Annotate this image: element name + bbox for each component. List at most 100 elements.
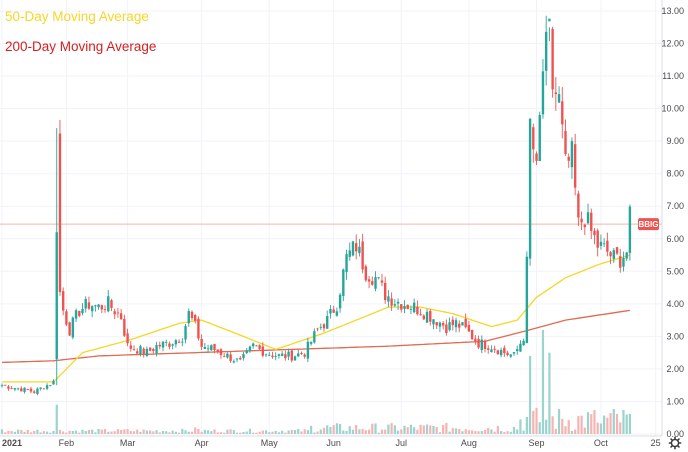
volume-bar <box>319 429 322 434</box>
candle-body <box>45 385 49 389</box>
volume-bar <box>74 430 78 434</box>
candle-body <box>377 277 380 279</box>
candle-body <box>477 338 480 348</box>
time-tick-label: Aug <box>461 438 477 448</box>
volume-bar <box>364 430 367 434</box>
volume-bar <box>110 431 113 434</box>
candle-body <box>55 232 58 360</box>
candle-body <box>261 346 265 356</box>
candle-body <box>419 314 422 316</box>
gear-tooth <box>670 444 674 448</box>
volume-bar <box>451 428 454 434</box>
price-tick-label: 1.00 <box>666 396 684 406</box>
volume-bar <box>17 429 20 434</box>
volume-bar <box>190 431 194 434</box>
candle-body <box>303 354 306 357</box>
volume-bar <box>171 430 174 434</box>
volume-bar <box>139 432 142 434</box>
volume-bar <box>84 431 87 434</box>
candle-body <box>222 356 226 357</box>
candle-body <box>364 266 368 281</box>
candle-body <box>100 305 104 310</box>
volume-bar <box>622 409 625 434</box>
candle-body <box>177 341 181 343</box>
candle-body <box>390 298 393 306</box>
volume-bar <box>216 432 219 434</box>
volume-bar <box>316 431 319 434</box>
candle-body <box>499 350 503 356</box>
volume-bar <box>97 428 100 434</box>
candle-body <box>129 345 132 349</box>
candle-body <box>300 352 303 355</box>
candle-body <box>409 309 413 310</box>
ma50-path <box>2 254 631 383</box>
volume-bar <box>406 427 409 434</box>
candle-body <box>251 343 255 347</box>
candle-body <box>123 318 126 336</box>
volume-bar <box>367 429 371 434</box>
volume-bar <box>187 431 190 434</box>
candle-body <box>548 18 551 22</box>
volume-bar <box>36 429 39 434</box>
volume-bar <box>239 432 242 434</box>
volume-bar <box>194 427 197 434</box>
candle-body <box>590 212 593 231</box>
price-tick-label: 11.00 <box>662 71 684 81</box>
candle-body <box>329 309 332 314</box>
volume-bar <box>129 431 132 434</box>
volume-bar <box>71 430 74 434</box>
candle-body <box>554 92 558 95</box>
candle-body <box>161 341 165 348</box>
candle-body <box>348 250 351 257</box>
candle-body <box>155 345 158 354</box>
time-tick-label: 2021 <box>2 438 22 448</box>
candle-body <box>97 304 100 308</box>
candle-body <box>7 386 10 389</box>
candle-body <box>316 328 319 330</box>
volume-bar <box>586 412 590 434</box>
volume-bar <box>393 425 396 434</box>
settings-gear-icon[interactable] <box>668 436 682 450</box>
candle-body <box>564 130 567 154</box>
price-tick-label: 9.00 <box>666 136 684 146</box>
price-tick-label: 13.00 <box>661 6 684 16</box>
candle-body <box>165 342 168 343</box>
candle-body <box>297 353 300 357</box>
volume-bar <box>528 355 532 434</box>
volume-bar <box>107 431 110 434</box>
volume-bar <box>136 429 139 434</box>
volume-bar <box>13 431 16 434</box>
volume-bar <box>442 425 445 434</box>
candle-body <box>213 343 216 350</box>
volume-bar <box>435 426 438 434</box>
time-axis[interactable]: 2021 Feb Mar Apr May Jun Jul Aug Sep Oct 25 <box>2 438 661 448</box>
candle-body <box>23 387 26 392</box>
volume-bar <box>29 432 33 434</box>
candle-body <box>168 343 171 347</box>
volume-bar <box>583 427 586 434</box>
candle-body <box>245 350 248 354</box>
volume-bar <box>226 429 229 434</box>
candle-body <box>412 302 416 313</box>
candle-body <box>496 350 500 355</box>
candle-body <box>10 388 13 390</box>
candle-body <box>351 241 355 256</box>
candle-body <box>490 349 493 353</box>
candle-body <box>342 269 345 296</box>
candle-body <box>483 340 487 349</box>
candle-body <box>506 352 509 355</box>
candle-body <box>522 340 525 346</box>
price-axis[interactable]: 0.00 1.00 2.00 3.00 4.00 5.00 6.00 7.00 8.00 9.00… <box>661 6 684 439</box>
gear-tooth <box>670 438 674 442</box>
price-tick-label: 8.00 <box>666 169 684 179</box>
candle-body <box>319 327 322 328</box>
candle-body <box>139 346 142 355</box>
volume-bar <box>145 430 148 434</box>
volume-bar <box>158 432 161 434</box>
candle-body <box>599 241 603 246</box>
volume-bar <box>20 429 23 434</box>
volume-bar <box>284 432 287 434</box>
candle-body <box>187 310 190 324</box>
candle-body <box>61 291 65 311</box>
